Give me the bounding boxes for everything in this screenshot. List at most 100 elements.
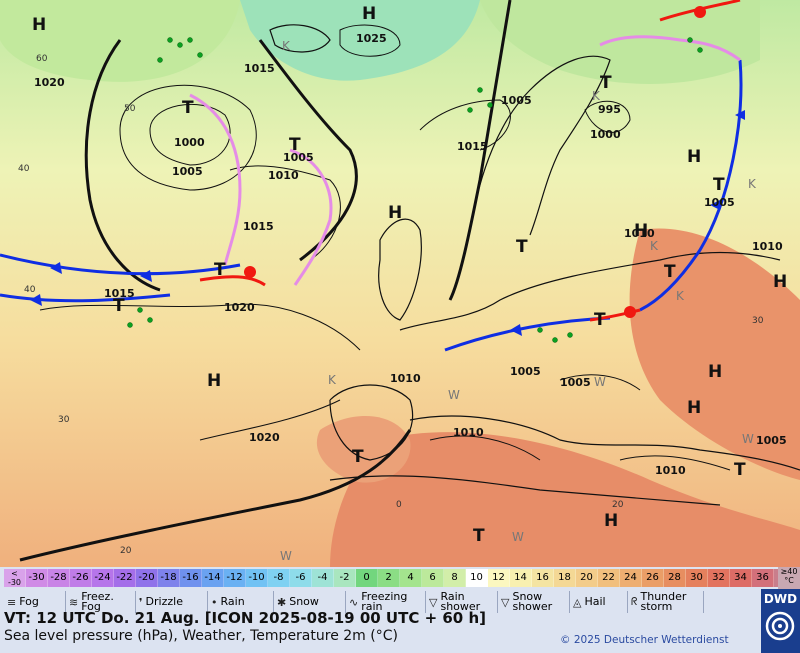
cold-front-pip bbox=[710, 200, 720, 210]
scale-cell: -10 bbox=[246, 569, 268, 587]
temp-contour-label: 0 bbox=[396, 500, 402, 510]
coastline-europe bbox=[399, 251, 781, 331]
rain-dot bbox=[177, 42, 183, 48]
legend-item-label: Rain bbox=[220, 595, 245, 608]
scale-cell: -30 bbox=[26, 569, 48, 587]
isobar-label: 1020 bbox=[34, 76, 65, 89]
dwd-swirl-icon bbox=[765, 611, 795, 641]
isobar-label: 1000 bbox=[590, 128, 621, 141]
legend-item-label: Freez. Fog bbox=[81, 590, 114, 613]
cold-front-pip bbox=[140, 270, 152, 282]
rain-dot bbox=[697, 47, 703, 53]
pressure-center: T bbox=[594, 310, 606, 330]
pressure-center: T bbox=[352, 447, 364, 467]
pressure-center: H bbox=[362, 4, 376, 24]
pressure-center: H bbox=[604, 511, 618, 531]
pressure-center: H bbox=[687, 398, 701, 418]
scale-cell: 10 bbox=[466, 569, 488, 587]
pressure-center: H bbox=[708, 362, 722, 382]
misc-mark: W bbox=[594, 375, 606, 389]
scale-cell: -6 bbox=[290, 569, 312, 587]
coastline-mediterranean bbox=[409, 415, 800, 471]
scale-cell: -18 bbox=[158, 569, 180, 587]
freezing-fog-icon: ≋ bbox=[69, 595, 79, 609]
coastline-africa bbox=[329, 475, 721, 506]
rain-dot bbox=[137, 307, 143, 313]
occluded-front-central bbox=[289, 148, 333, 286]
misc-mark: K bbox=[328, 373, 337, 387]
isobar-label: 1005 bbox=[501, 94, 532, 107]
pressure-center: H bbox=[388, 203, 402, 223]
weather-map: 1020 1000 1005 1015 1010 1025 1005 1015 … bbox=[0, 0, 800, 567]
isobar-label: 1020 bbox=[224, 301, 255, 314]
warm-front-atlantic bbox=[199, 275, 266, 287]
legend-item-thunderstorm: ᖇ Thunder storm bbox=[628, 591, 704, 613]
isobar-label: 995 bbox=[598, 103, 621, 116]
misc-mark: K bbox=[676, 289, 685, 303]
isobar-1020-west bbox=[39, 303, 361, 351]
isobar-label: 1010 bbox=[752, 240, 783, 253]
scale-cell: -20 bbox=[136, 569, 158, 587]
rain-dot bbox=[127, 322, 133, 328]
pressure-center: T bbox=[113, 296, 125, 316]
isobar-label: 1010 bbox=[390, 372, 421, 385]
isobar-label: 1010 bbox=[624, 227, 655, 240]
hot-field-iberia bbox=[316, 416, 411, 483]
occluded-front-north bbox=[599, 35, 741, 62]
pressure-center: H bbox=[773, 272, 787, 292]
hail-icon: ◬ bbox=[573, 595, 582, 609]
isobar-label: 1020 bbox=[249, 431, 280, 444]
legend-item-label: Freezing rain bbox=[361, 590, 408, 613]
legend-item-label: Rain shower bbox=[440, 590, 481, 613]
temp-contour-label: 50 bbox=[124, 104, 136, 114]
misc-mark: W bbox=[280, 549, 292, 563]
isobar-1020-south bbox=[199, 399, 341, 441]
occluded-front-atlantic bbox=[189, 93, 242, 266]
scale-cell: -26 bbox=[70, 569, 92, 587]
scale-cell: 28 bbox=[664, 569, 686, 587]
dwd-logo-text: DWD bbox=[763, 592, 798, 606]
legend-item-rain-shower: ▽ Rain shower bbox=[426, 591, 498, 613]
warm-front-pip bbox=[244, 266, 256, 278]
rain-dot bbox=[487, 102, 493, 108]
scale-cell: 8 bbox=[444, 569, 466, 587]
pressure-center: H bbox=[687, 147, 701, 167]
misc-mark: K bbox=[592, 89, 601, 103]
pressure-center: H bbox=[32, 15, 46, 35]
isobar-label: 1025 bbox=[356, 32, 387, 45]
pressure-center: H bbox=[207, 371, 221, 391]
pressure-center: H bbox=[634, 221, 648, 241]
misc-mark: W bbox=[512, 530, 524, 544]
temp-contour-label: 40 bbox=[24, 285, 36, 295]
rain-dot bbox=[537, 327, 543, 333]
isobar-label: 1015 bbox=[243, 220, 274, 233]
warm-front-pip bbox=[694, 6, 706, 18]
scale-cell: 18 bbox=[554, 569, 576, 587]
isobar-label: 1010 bbox=[655, 464, 686, 477]
legend-item-label: Snow bbox=[289, 595, 319, 608]
scale-cell: -16 bbox=[180, 569, 202, 587]
rain-dot bbox=[567, 332, 573, 338]
cold-front-atlantic-2 bbox=[0, 293, 171, 303]
legend-item-snow-shower: ▽ Snow shower bbox=[498, 591, 570, 613]
isobar-label: 1015 bbox=[457, 140, 488, 153]
rain-shower-icon: ▽ bbox=[429, 595, 438, 609]
legend-item-label: Snow shower bbox=[512, 590, 553, 613]
isobar-label: 1015 bbox=[104, 287, 135, 300]
isobar-label: 1000 bbox=[174, 136, 205, 149]
thunderstorm-icon: ᖇ bbox=[631, 595, 638, 608]
isobar-low-atlantic-1005 bbox=[119, 84, 257, 191]
copyright-notice: © 2025 Deutscher Wetterdienst bbox=[560, 634, 729, 646]
cold-front-atlantic bbox=[0, 253, 241, 276]
temp-contour-label: 60 bbox=[36, 54, 48, 64]
hot-field-east bbox=[629, 228, 800, 480]
scale-cell: -24 bbox=[92, 569, 114, 587]
legend-item-fog: ≡ Fog bbox=[4, 591, 66, 613]
pressure-center: T bbox=[600, 73, 612, 93]
misc-mark: K bbox=[282, 39, 291, 53]
pressure-center: T bbox=[214, 260, 226, 280]
scale-cell: -2 bbox=[334, 569, 356, 587]
scale-cell: 32 bbox=[708, 569, 730, 587]
temp-contour-label: 20 bbox=[120, 546, 132, 556]
pressure-center: T bbox=[182, 98, 194, 118]
